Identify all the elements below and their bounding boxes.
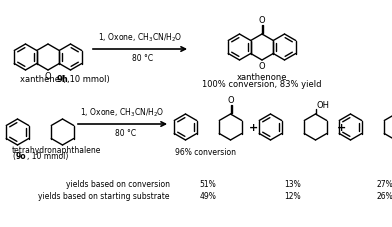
Text: O: O: [259, 16, 265, 25]
Text: O: O: [45, 72, 51, 81]
Text: , 10 mmol): , 10 mmol): [27, 151, 68, 160]
Text: 80 °C: 80 °C: [132, 54, 154, 63]
Text: O: O: [227, 96, 234, 105]
Text: 96% conversion: 96% conversion: [175, 147, 236, 156]
Text: 100% conversion, 83% yield: 100% conversion, 83% yield: [202, 80, 322, 89]
Text: 80 °C: 80 °C: [115, 128, 136, 137]
Text: 1, Oxone, CH$_3$CN/H$_2$O: 1, Oxone, CH$_3$CN/H$_2$O: [80, 106, 165, 118]
Text: 13%: 13%: [285, 179, 301, 188]
Text: tetrahydronaphthalene: tetrahydronaphthalene: [12, 145, 102, 154]
Text: +: +: [249, 122, 259, 132]
Text: yields based on conversion: yields based on conversion: [66, 179, 170, 188]
Text: 12%: 12%: [285, 191, 301, 200]
Text: +: +: [338, 122, 347, 132]
Text: yields based on starting substrate: yields based on starting substrate: [38, 191, 170, 200]
Text: OH: OH: [316, 101, 330, 109]
Text: 27%: 27%: [377, 179, 392, 188]
Text: xanthene (: xanthene (: [20, 75, 66, 84]
Text: 9o: 9o: [16, 151, 27, 160]
Text: (: (: [12, 151, 15, 160]
Text: 51%: 51%: [200, 179, 216, 188]
Text: 49%: 49%: [200, 191, 216, 200]
Text: ,10 mmol): ,10 mmol): [67, 75, 110, 84]
Text: O: O: [259, 62, 265, 71]
Text: 1, Oxone, CH$_3$CN/H$_2$O: 1, Oxone, CH$_3$CN/H$_2$O: [98, 31, 182, 44]
Text: xanthenone: xanthenone: [237, 73, 287, 82]
Text: 9h: 9h: [57, 75, 69, 84]
Text: 26%: 26%: [377, 191, 392, 200]
